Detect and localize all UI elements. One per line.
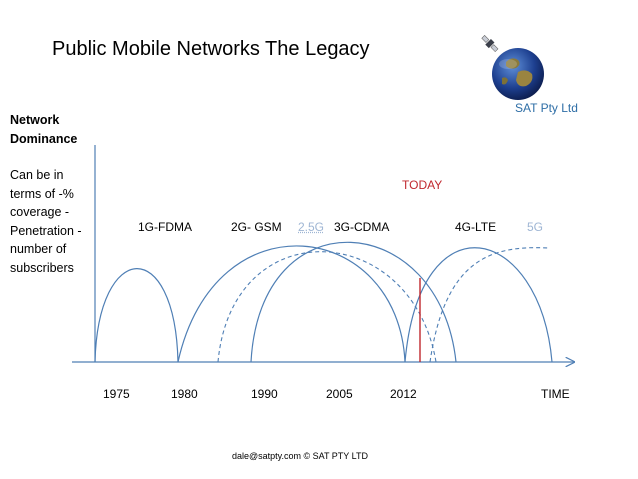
generation-label-5g: 5G [527, 220, 544, 234]
year-label-1975: 1975 [103, 387, 130, 401]
today-label: TODAY [402, 178, 443, 192]
year-label-2012: 2012 [390, 387, 417, 401]
generation-label-2g: 2G- GSM [231, 220, 282, 234]
page-title: Public Mobile Networks The Legacy [52, 38, 370, 60]
curve-2-5g [217, 251, 437, 363]
x-axis-label: TIME [541, 387, 570, 401]
curve-5g [429, 247, 549, 363]
curve-4g [404, 247, 553, 363]
y-axis-heading-line2: Dominance [10, 131, 78, 146]
year-label-1980: 1980 [171, 387, 198, 401]
company-label: SAT Pty Ltd [515, 101, 578, 115]
footer-credit: dale@satpty.com © SAT PTY LTD [232, 451, 368, 461]
curve-1g [94, 268, 179, 363]
curve-2g [177, 245, 406, 363]
generation-label-2-5g: 2.5G [298, 220, 325, 234]
generation-label-1g: 1G-FDMA [138, 220, 192, 234]
y-axis-heading: Network Dominance Can be in terms of -% … [10, 111, 96, 277]
y-axis-heading-line1: Network [10, 113, 60, 127]
generation-label-3g: 3G-CDMA [334, 220, 390, 234]
y-axis-note: Can be in terms of -% coverage -Penetrat… [10, 168, 82, 275]
year-label-1990: 1990 [251, 387, 278, 401]
generation-label-4g: 4G-LTE [455, 220, 497, 234]
year-label-2005: 2005 [326, 387, 353, 401]
curve-3g [250, 241, 457, 363]
satellite-globe-icon [481, 35, 544, 100]
